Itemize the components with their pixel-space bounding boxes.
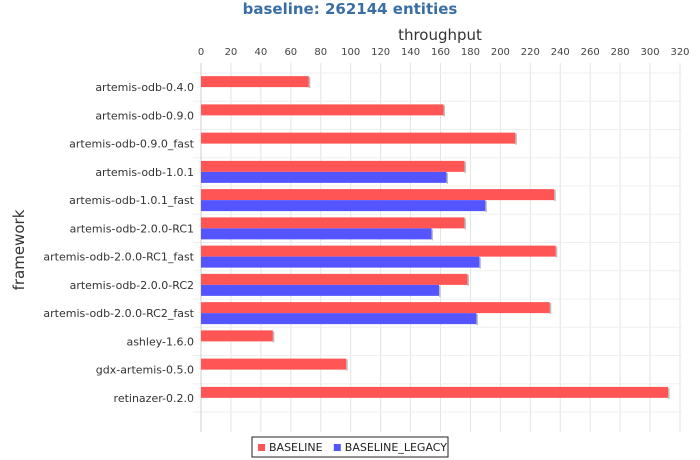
category-label: retinazer-0.2.0 bbox=[114, 392, 194, 405]
x-tick-label: 240 bbox=[551, 47, 570, 58]
legend-label: BASELINE_LEGACY bbox=[345, 441, 447, 454]
bar-baseline bbox=[201, 386, 669, 398]
bar-baseline bbox=[201, 104, 444, 116]
x-tick-label: 280 bbox=[611, 47, 630, 58]
x-tick-label: 160 bbox=[431, 47, 450, 58]
bar-shadow bbox=[549, 303, 552, 315]
bar-shadow bbox=[431, 229, 434, 241]
bar-shadow bbox=[668, 387, 670, 399]
x-tick-label: 60 bbox=[284, 47, 297, 58]
bar-baseline-legacy bbox=[201, 313, 477, 325]
bar-baseline-legacy bbox=[201, 171, 447, 183]
category-label: artemis-odb-2.0.0-RC2_fast bbox=[43, 307, 194, 320]
x-tick-label: 100 bbox=[341, 47, 360, 58]
category-label: artemis-odb-0.9.0_fast bbox=[69, 138, 195, 151]
bar-baseline-legacy bbox=[201, 200, 486, 212]
y-axis-title: framework bbox=[10, 209, 28, 290]
bar-shadow bbox=[464, 161, 466, 173]
bar-baseline bbox=[201, 76, 309, 88]
bar-shadow bbox=[554, 190, 556, 202]
x-tick-label: 180 bbox=[461, 47, 480, 58]
bar-baseline bbox=[201, 189, 555, 201]
chart-title: baseline: 262144 entities bbox=[243, 0, 458, 18]
x-tick-label: 220 bbox=[521, 47, 540, 58]
category-labels: artemis-odb-0.4.0 artemis-odb-0.9.0 artemi… bbox=[43, 81, 194, 405]
legend-label: BASELINE bbox=[269, 441, 323, 454]
bar-baseline bbox=[201, 245, 556, 257]
bar-baseline bbox=[201, 302, 550, 314]
grid-lines bbox=[193, 63, 682, 432]
category-label: artemis-odb-2.0.0-RC1_fast bbox=[43, 251, 194, 264]
category-label: artemis-odb-2.0.0-RC2 bbox=[70, 279, 194, 292]
category-label: artemis-odb-0.4.0 bbox=[95, 81, 194, 94]
bar-baseline bbox=[201, 358, 347, 370]
x-axis-title: throughput bbox=[398, 26, 482, 44]
category-label: artemis-odb-2.0.0-RC1 bbox=[70, 222, 194, 235]
bars bbox=[201, 76, 670, 399]
x-tick-label: 260 bbox=[581, 47, 600, 58]
x-tick-label: 140 bbox=[401, 47, 420, 58]
bar-shadow bbox=[308, 77, 311, 89]
category-label: artemis-odb-0.9.0 bbox=[95, 109, 194, 122]
x-tick-label: 40 bbox=[255, 47, 268, 58]
x-tick-label: 20 bbox=[225, 47, 238, 58]
category-label: ashley-1.6.0 bbox=[126, 335, 194, 348]
x-tick-label: 300 bbox=[641, 47, 660, 58]
bar-baseline-legacy bbox=[201, 228, 432, 240]
legend-swatch bbox=[258, 444, 265, 451]
bar-shadow bbox=[476, 314, 478, 326]
bar-baseline bbox=[201, 160, 465, 172]
bar-shadow bbox=[464, 218, 466, 230]
bar-baseline bbox=[201, 132, 516, 144]
x-tick-label: 120 bbox=[371, 47, 390, 58]
bar-shadow bbox=[467, 274, 469, 286]
bar-shadow bbox=[346, 359, 348, 371]
bar-baseline bbox=[201, 330, 273, 342]
bar-shadow bbox=[515, 133, 517, 145]
bar-shadow bbox=[439, 285, 441, 297]
x-tick-label: 80 bbox=[314, 47, 327, 58]
legend-swatch bbox=[333, 444, 341, 451]
bar-shadow bbox=[485, 201, 487, 213]
bar-baseline bbox=[201, 273, 468, 285]
category-label: artemis-odb-1.0.1_fast bbox=[69, 194, 195, 207]
category-label: artemis-odb-1.0.1 bbox=[95, 166, 194, 179]
bar-shadow bbox=[443, 105, 445, 117]
bar-shadow bbox=[479, 257, 481, 269]
category-label: gdx-artemis-0.5.0 bbox=[96, 364, 194, 377]
bar-baseline bbox=[201, 217, 465, 229]
legend-box bbox=[251, 436, 449, 458]
x-tick-labels: 0 20 40 60 80 100 120 140 160 180 200 220 240 260 280 3… bbox=[198, 47, 690, 58]
x-tick-label: 320 bbox=[670, 47, 689, 58]
bar-baseline-legacy bbox=[201, 284, 440, 296]
bar-shadow bbox=[446, 172, 448, 184]
bar-shadow bbox=[555, 246, 558, 258]
x-tick-label: 0 bbox=[198, 47, 204, 58]
bar-baseline-legacy bbox=[201, 256, 480, 268]
bar-shadow bbox=[272, 331, 275, 343]
legend: BASELINE BASELINE_LEGACY bbox=[251, 436, 449, 458]
x-tick-label: 200 bbox=[491, 47, 510, 58]
